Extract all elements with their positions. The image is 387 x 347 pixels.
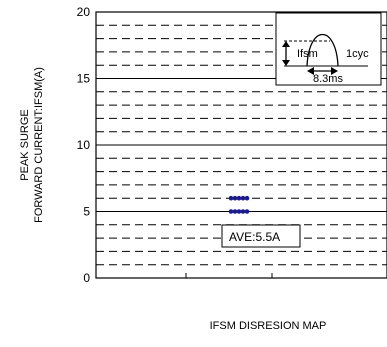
average-label: AVE:5.5A [229, 230, 280, 244]
waveform-inset: Ifsm 1cyc 8.3ms [275, 12, 382, 86]
inset-half-sine [306, 34, 339, 67]
data-points [228, 195, 250, 214]
inset-cycle-label: 1cyc [346, 48, 369, 60]
y-tick-label: 10 [77, 138, 91, 152]
average-annotation: AVE:5.5A [221, 224, 301, 248]
x-axis-label: IFSM DISRESION MAP [210, 320, 327, 332]
data-point [236, 195, 242, 201]
inset-arrow-down-icon [282, 60, 290, 66]
average-box [221, 224, 301, 248]
data-point [240, 195, 246, 201]
data-point [240, 209, 246, 214]
y-axis-label-line1: PEAK SURGE [19, 109, 31, 181]
y-tick-label: 5 [83, 205, 90, 219]
y-tick-label: 15 [77, 72, 91, 86]
inset-box [275, 12, 382, 86]
data-point [228, 195, 234, 201]
inset-width-label: 8.3ms [313, 73, 343, 85]
y-axis-label-line2: FORWARD CURRENT:IFSM(A) [33, 67, 45, 223]
y-tick-label: 20 [77, 5, 91, 19]
y-tick-labels: 0 5 10 15 20 [77, 5, 91, 285]
inset-peak-label: Ifsm [297, 48, 318, 60]
data-point [236, 209, 242, 214]
data-point [228, 209, 234, 214]
inset-arrow-right-icon [331, 67, 338, 75]
inset-arrow-up-icon [282, 41, 290, 47]
inset-arrow-left-icon [307, 67, 314, 75]
y-tick-label: 0 [83, 271, 90, 285]
data-point [232, 195, 238, 201]
data-point [244, 195, 250, 201]
plot-frame [95, 11, 387, 279]
data-point [232, 209, 238, 214]
data-point [244, 209, 250, 214]
y-axis-label: PEAK SURGE FORWARD CURRENT:IFSM(A) [19, 67, 45, 223]
